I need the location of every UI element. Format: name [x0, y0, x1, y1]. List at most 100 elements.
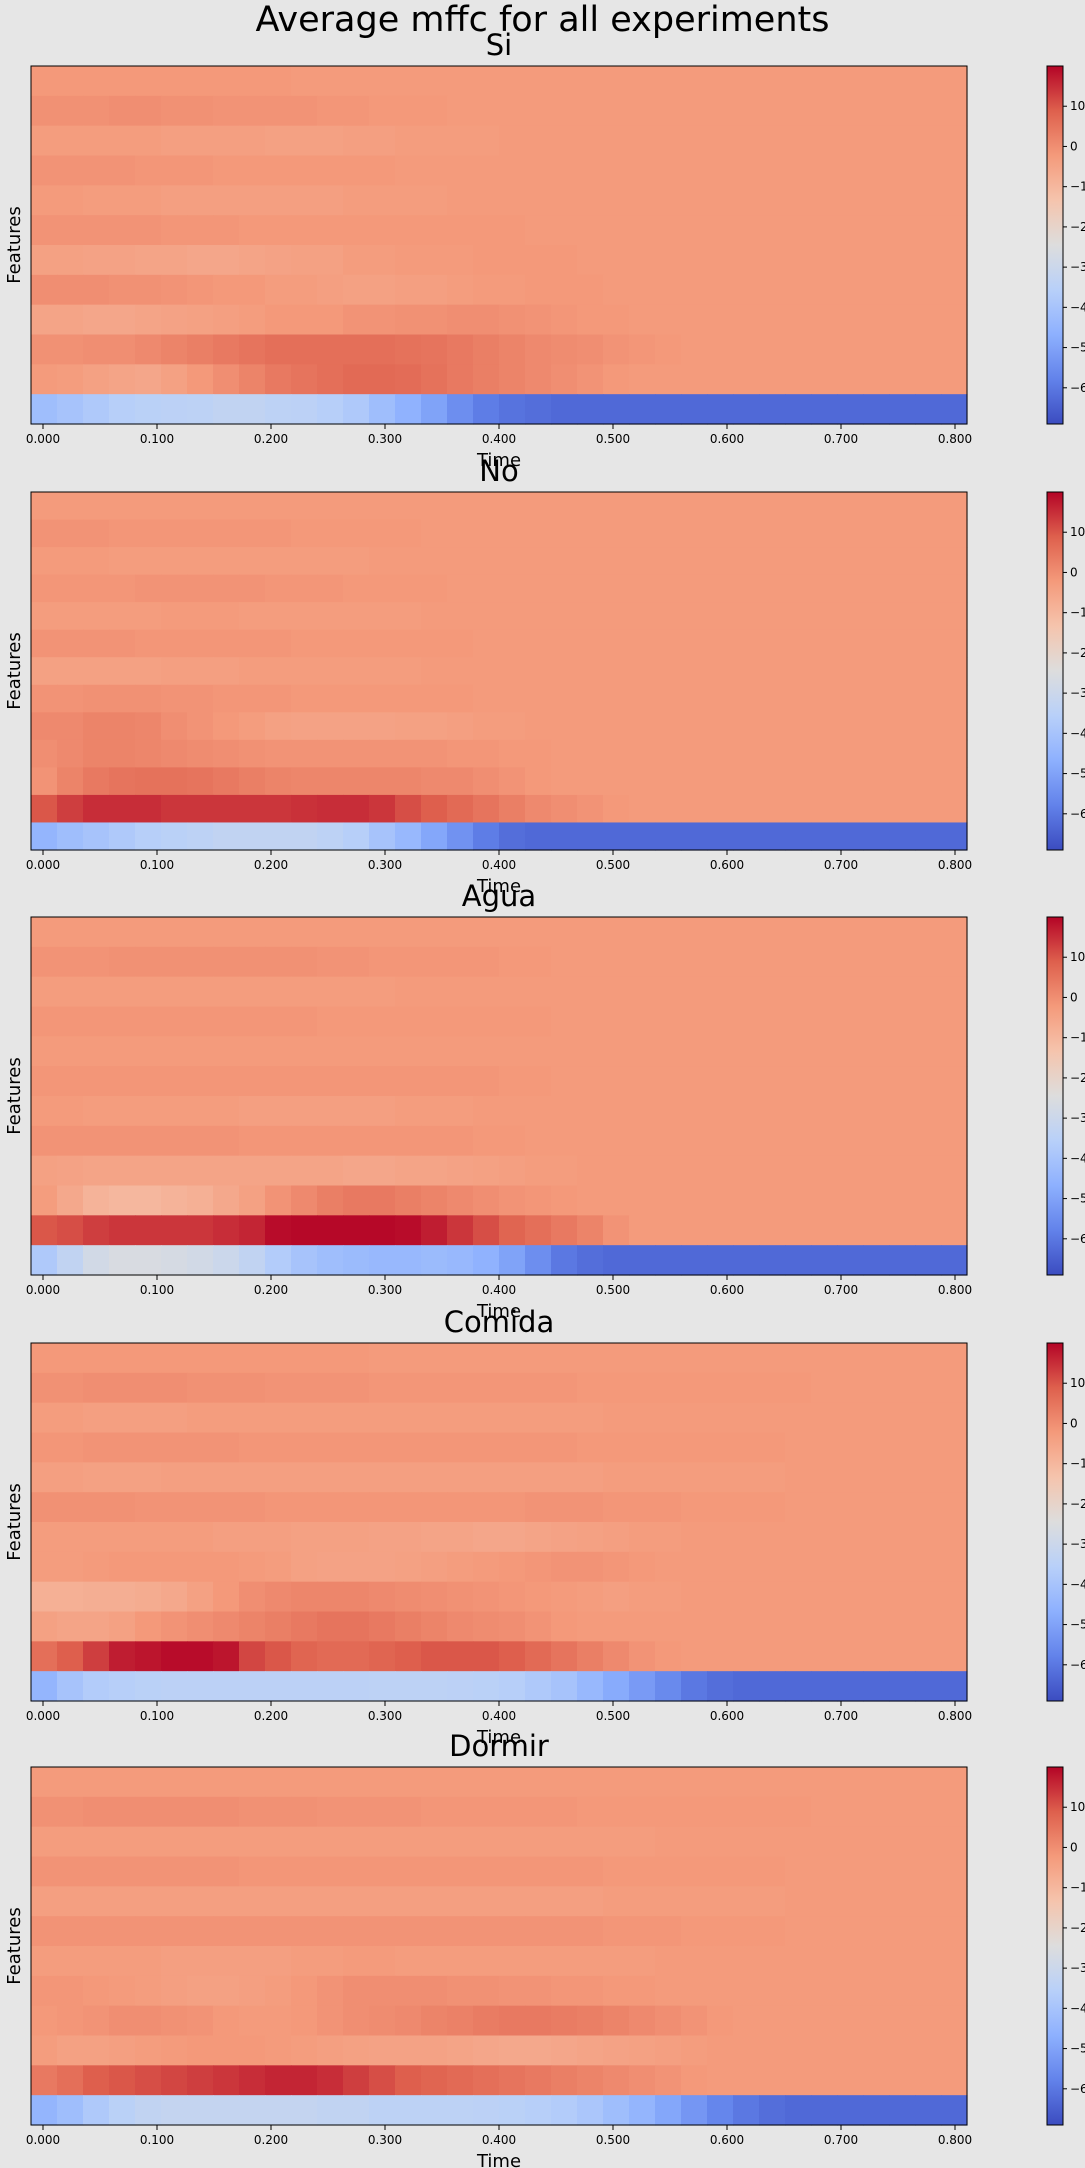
heatmap-cell — [759, 1096, 786, 1127]
heatmap-cell — [395, 334, 422, 365]
heatmap-cell — [629, 1671, 656, 1702]
heatmap-cell — [447, 1581, 474, 1613]
heatmap-cell — [915, 1215, 942, 1246]
heatmap-cell — [915, 245, 942, 276]
heatmap-cell — [343, 1886, 370, 1917]
heatmap-cell — [187, 1125, 214, 1157]
heatmap-cell — [837, 1522, 864, 1553]
heatmap-cell — [83, 1886, 110, 1917]
heatmap-cell — [811, 304, 838, 336]
colorbar-tick-label: −300 — [1070, 260, 1085, 274]
heatmap-cell — [421, 394, 448, 425]
panel-title: Agua — [462, 879, 536, 913]
heatmap-cell — [317, 1215, 344, 1246]
heatmap-cell — [369, 976, 396, 1008]
x-tick-label: 0.200 — [254, 858, 288, 872]
heatmap-cell — [31, 2035, 58, 2066]
heatmap-cell — [941, 574, 968, 603]
heatmap-cell — [603, 125, 630, 157]
heatmap-cell — [577, 1432, 604, 1463]
heatmap-cell — [343, 364, 370, 395]
heatmap-cell — [369, 1245, 396, 1276]
heatmap-cell — [551, 1946, 578, 1977]
heatmap-cell — [707, 1975, 734, 2007]
heatmap-cell — [161, 1245, 188, 1276]
heatmap-cell — [733, 1796, 760, 1828]
heatmap-cell — [889, 574, 916, 603]
heatmap-cell — [811, 1671, 838, 1702]
heatmap-cell — [785, 66, 812, 97]
heatmap-cell — [941, 1522, 968, 1553]
heatmap-cell — [421, 739, 448, 768]
heatmap-cell — [57, 519, 84, 548]
heatmap-cell — [499, 1522, 526, 1553]
heatmap-cell — [447, 95, 474, 127]
heatmap-cell — [707, 1856, 734, 1887]
heatmap-cell — [837, 519, 864, 548]
heatmap-cell — [265, 1856, 292, 1887]
heatmap-cell — [499, 2095, 526, 2126]
heatmap-cell — [57, 1066, 84, 1097]
heatmap-cell — [31, 1826, 58, 1858]
heatmap-cell — [57, 629, 84, 658]
heatmap-cell — [655, 1185, 682, 1216]
heatmap-cell — [187, 602, 214, 631]
heatmap-cell — [733, 712, 760, 741]
heatmap-cell — [551, 976, 578, 1008]
heatmap-cell — [187, 66, 214, 97]
heatmap-cell — [369, 1796, 396, 1828]
heatmap-cell — [447, 1125, 474, 1157]
heatmap-cell — [213, 1125, 240, 1157]
heatmap-cell — [629, 767, 656, 796]
heatmap-cell — [941, 2005, 968, 2037]
heatmap-cell — [447, 519, 474, 548]
heatmap-cell — [109, 917, 136, 948]
heatmap-cell — [187, 519, 214, 548]
heatmap-cell — [343, 1856, 370, 1887]
heatmap-cell — [83, 1155, 110, 1187]
heatmap-cell — [265, 1975, 292, 2007]
heatmap-cell — [83, 767, 110, 796]
heatmap-cell — [57, 1767, 84, 1798]
heatmap-cell — [369, 66, 396, 97]
heatmap-cell — [109, 2095, 136, 2126]
colorbar-tick-label: −300 — [1070, 1537, 1085, 1551]
heatmap-cell — [291, 1856, 318, 1887]
heatmap-cell — [161, 1125, 188, 1157]
heatmap-cell — [525, 684, 552, 713]
heatmap-cell — [239, 519, 266, 548]
y-axis-label: Features — [4, 206, 25, 283]
heatmap-cell — [863, 657, 890, 686]
heatmap-cell — [239, 684, 266, 713]
heatmap-cell — [83, 245, 110, 276]
heatmap-cell — [759, 2095, 786, 2126]
heatmap-cell — [629, 185, 656, 216]
heatmap-cell — [629, 1767, 656, 1798]
heatmap-cell — [213, 657, 240, 686]
heatmap-cell — [915, 1611, 942, 1642]
heatmap-cell — [369, 574, 396, 603]
heatmap-cell — [291, 1581, 318, 1613]
heatmap-cell — [109, 1826, 136, 1858]
heatmap-cell — [499, 1096, 526, 1127]
heatmap-cell — [681, 245, 708, 276]
heatmap-cell — [785, 1975, 812, 2007]
heatmap-cell — [395, 1916, 422, 1947]
heatmap-cell — [395, 1402, 422, 1434]
colorbar-tick-label: 100 — [1070, 1800, 1085, 1814]
heatmap-cell — [317, 547, 344, 576]
heatmap-cell — [655, 1492, 682, 1523]
heatmap-cell — [863, 946, 890, 978]
heatmap-cell — [707, 274, 734, 306]
heatmap-cell — [733, 767, 760, 796]
heatmap-cell — [135, 1551, 162, 1583]
heatmap-cell — [135, 492, 162, 521]
heatmap-cell — [265, 1886, 292, 1917]
heatmap-cell — [473, 629, 500, 658]
heatmap-cell — [889, 1886, 916, 1917]
heatmap-cell — [863, 1125, 890, 1157]
heatmap-cell — [733, 1036, 760, 1067]
heatmap-cell — [551, 1856, 578, 1887]
heatmap-cell — [577, 519, 604, 548]
heatmap-cell — [369, 2095, 396, 2126]
